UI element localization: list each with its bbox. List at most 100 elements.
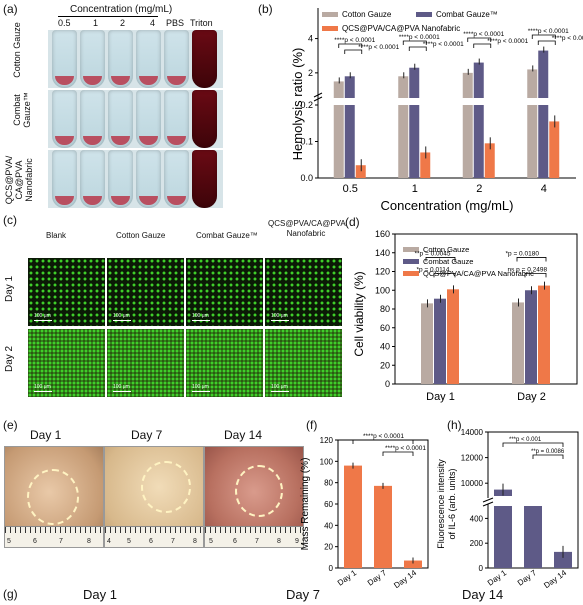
legend-label: QCS@PVA/CA@PVA Nanofabric bbox=[423, 269, 534, 278]
sig-bracket bbox=[433, 272, 456, 278]
g-day1: Day 1 bbox=[83, 587, 117, 602]
sig-bracket bbox=[532, 454, 564, 459]
y-axis-title: of IL-6 (arb. units) bbox=[447, 468, 457, 539]
sig-label: ****p < 0.0001 bbox=[423, 41, 464, 48]
bar bbox=[447, 289, 459, 384]
g-day14: Day 14 bbox=[462, 587, 504, 602]
e-day1-title: Day 1 bbox=[30, 428, 62, 442]
wound-photo-day1: 5 6 7 8 bbox=[4, 446, 104, 548]
col-header-combat: Combat Gauze™ bbox=[196, 231, 258, 240]
bar bbox=[462, 72, 473, 98]
legend-swatch bbox=[403, 259, 419, 264]
conc-tick: 1 bbox=[93, 18, 99, 28]
e-day14-title: Day 14 bbox=[224, 428, 263, 442]
scale-bar: 100 μm bbox=[192, 384, 209, 390]
sig-bracket bbox=[537, 40, 556, 45]
legend-label: Combat Gauze™ bbox=[436, 10, 498, 19]
y-tick-label: 2 bbox=[308, 68, 313, 78]
bar bbox=[409, 105, 420, 178]
y-tick-label: 0.1 bbox=[300, 137, 313, 147]
y-tick-label: 0 bbox=[329, 564, 334, 573]
concentration-title: Concentration (mg/mL) bbox=[70, 4, 173, 15]
axis-break bbox=[482, 497, 494, 503]
ruler bbox=[205, 526, 303, 547]
chart-h-bars bbox=[494, 483, 572, 568]
y-tick-label: 0 bbox=[385, 379, 390, 389]
y-tick-label: 4 bbox=[308, 34, 313, 44]
sig-label: ****p < 0.0001 bbox=[463, 31, 504, 38]
chart-h-annotations: ***p < 0.001 **p = 0.0086 bbox=[502, 437, 565, 459]
y-tick-label: 160 bbox=[375, 229, 390, 239]
panel-a-label: (a) bbox=[3, 2, 18, 16]
x-tick-label: 1 bbox=[412, 183, 418, 195]
tube-row-qcs bbox=[48, 150, 223, 208]
sig-label: ***p < 0.001 bbox=[509, 437, 542, 443]
bar bbox=[473, 105, 484, 178]
panel-d-label: (d) bbox=[345, 215, 360, 229]
bar bbox=[473, 62, 484, 98]
y-tick-label: 80 bbox=[324, 479, 333, 488]
scale-bar: 100 μm bbox=[113, 313, 130, 319]
x-tick-label: 0.5 bbox=[343, 183, 358, 195]
ruler bbox=[5, 526, 103, 547]
axis-break bbox=[313, 92, 323, 98]
bar bbox=[527, 105, 538, 178]
sig-bracket bbox=[425, 257, 456, 262]
y-tick-label: 10000 bbox=[461, 479, 484, 488]
scale-bar: 100 μm bbox=[34, 384, 51, 390]
chart-b-legend: Cotton Gauze Combat Gauze™ QCS@PVA/CA@PVA … bbox=[322, 10, 498, 33]
bar bbox=[374, 485, 392, 568]
sig-bracket bbox=[531, 34, 556, 39]
panel-c-label: (c) bbox=[3, 213, 17, 227]
sig-label: ****p < 0.0001 bbox=[334, 37, 375, 44]
wound-photo-day14: 5 6 7 8 9 bbox=[204, 446, 304, 548]
bar bbox=[344, 105, 355, 178]
bar bbox=[484, 143, 495, 178]
y-tick-label: 0.0 bbox=[300, 173, 313, 183]
bar bbox=[409, 67, 420, 98]
chart-b-annotations: ****p < 0.0001 ****p < 0.0001 ****p < 0.00… bbox=[334, 28, 583, 54]
x-tick-label: Day 14 bbox=[392, 568, 418, 588]
y-tick-label: 100 bbox=[320, 457, 334, 466]
panel-f-label: (f) bbox=[306, 418, 318, 432]
row-label-cotton: Cotton Gauze bbox=[12, 22, 22, 78]
chart-f-annotations: ****p < 0.0001 ****p < 0.0001 bbox=[352, 433, 426, 456]
x-tick-label: Day 1 bbox=[336, 568, 359, 588]
sig-bracket bbox=[402, 40, 427, 45]
y-tick-label: 20 bbox=[380, 360, 390, 370]
chart-f: 0 20 40 60 80 100 120 Mass Remaining (%) Day 1 Da… bbox=[300, 433, 429, 588]
y-tick-label: 140 bbox=[375, 248, 390, 258]
chart-d-legend: Cotton Gauze Combat Gauze QCS@PVA/CA@PVA N… bbox=[403, 245, 534, 278]
y-axis-title: Cell viability (%) bbox=[352, 271, 366, 356]
sig-label: **p = 0.0045 bbox=[415, 250, 451, 257]
x-tick-label: Day 7 bbox=[516, 568, 539, 588]
cell-image: 100 μm bbox=[265, 258, 342, 326]
sig-label: ****p < 0.0001 bbox=[385, 445, 426, 452]
sig-bracket bbox=[338, 43, 363, 48]
bar bbox=[404, 560, 422, 568]
panel-h-label: (h) bbox=[447, 418, 462, 432]
chart-f-bars bbox=[344, 462, 422, 568]
sig-label: ****p < 0.0001 bbox=[363, 433, 404, 440]
scale-bar: 100 μm bbox=[271, 313, 288, 319]
x-tick-label: 4 bbox=[541, 183, 547, 195]
bar bbox=[398, 76, 409, 98]
chart-d-bars bbox=[421, 281, 550, 384]
bar bbox=[434, 298, 446, 384]
cell-image: 100 μm bbox=[265, 329, 342, 397]
legend-swatch bbox=[322, 12, 338, 17]
bar bbox=[538, 50, 549, 98]
bar bbox=[525, 290, 537, 384]
sig-label: ns p = 0.2498 bbox=[508, 266, 548, 273]
e-day7-title: Day 7 bbox=[131, 428, 163, 442]
cell-image: 100 μm bbox=[28, 329, 105, 397]
row-label-combat: Combat Gauze™ bbox=[12, 92, 32, 128]
axis-break bbox=[313, 96, 323, 102]
x-tick-label: Day 1 bbox=[426, 391, 455, 403]
y-tick-label: 40 bbox=[324, 521, 333, 530]
sig-label: ****p < 0.0001 bbox=[552, 35, 583, 42]
cell-image: 100 μm bbox=[186, 258, 263, 326]
bar bbox=[527, 69, 538, 98]
y-tick-label: 0.2 bbox=[300, 100, 313, 110]
legend-swatch bbox=[416, 12, 432, 17]
